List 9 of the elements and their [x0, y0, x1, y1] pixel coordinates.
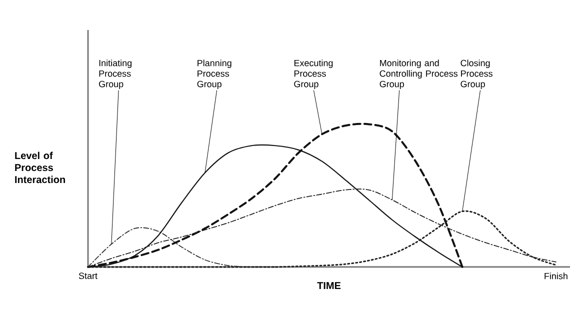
text: Closing Process Group [460, 60, 492, 90]
y-axis-title: Level of Process Interaction [15, 152, 65, 184]
text: Monitoring and Controlling Process Group [380, 60, 458, 90]
text: Planning Process Group [197, 60, 232, 90]
text: Executing Process Group [294, 60, 333, 90]
text: Initiating Process Group [99, 60, 132, 90]
x-tick-label: Finish [544, 272, 568, 280]
x-tick-label: Start [78, 272, 98, 280]
x-axis-title: TIME [317, 282, 341, 290]
